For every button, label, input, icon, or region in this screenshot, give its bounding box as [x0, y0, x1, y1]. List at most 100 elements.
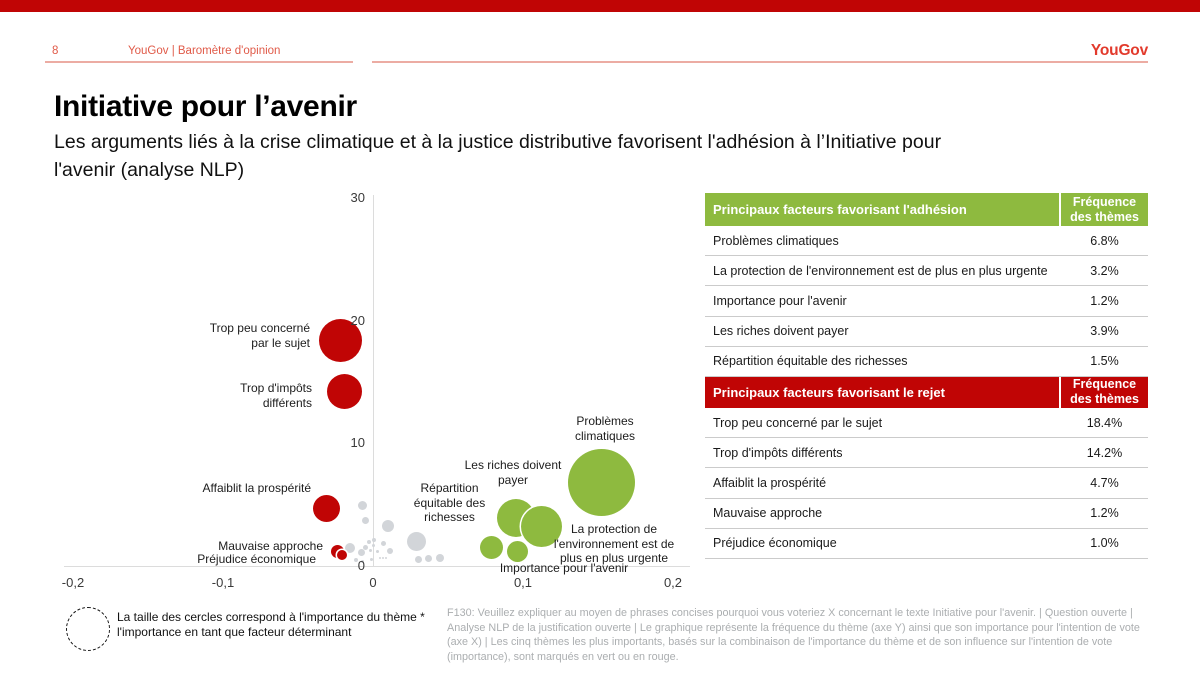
bubble-importance-avenir [506, 540, 528, 562]
bubble-label-mauvaise-approche: Mauvaise approche [218, 539, 323, 553]
rejet-frequency-header: Fréquence des thèmes [1061, 376, 1148, 408]
bubble-riches-doivent-payer [496, 499, 535, 538]
bubble-mauvaise-approche [330, 544, 344, 558]
frequency-cell: 1.2% [1090, 293, 1119, 308]
table-row: Préjudice économique 1.0% [705, 529, 1148, 559]
y-axis-line [373, 195, 374, 566]
background-bubble [363, 544, 369, 550]
bubble-label-importance-avenir: Importance pour l'avenir [499, 561, 629, 575]
bubble-problemes-climatiques [567, 449, 635, 517]
background-bubble [382, 520, 394, 533]
bubble-label-problemes-climatiques: Problèmes climatiques [574, 414, 636, 443]
y-tick-label: 10 [350, 435, 365, 451]
bubble-prejudice-economique [336, 549, 347, 560]
background-bubble [362, 516, 370, 524]
background-bubble [384, 556, 388, 560]
rejet-header-label: Principaux facteurs favorisant le rejet [705, 376, 1059, 408]
legend-circle-icon [66, 607, 110, 651]
bubble-affaiblit-prosperite [313, 494, 340, 522]
bubble-label-repartition-richesses: Répartition équitable des richesses [413, 481, 486, 524]
table-row: Affaiblit la prospérité 4.7% [705, 468, 1148, 499]
rejet-table-header: Principaux facteurs favorisant le rejet … [705, 376, 1148, 408]
table-row: Mauvaise approche 1.2% [705, 499, 1148, 529]
bubble-trop-impots-differents [327, 374, 362, 410]
frequency-cell: 1.5% [1090, 354, 1119, 369]
table-row: La protection de l'environnement est de … [705, 256, 1148, 287]
x-tick-label: 0,1 [513, 575, 533, 590]
adhesion-frequency-header: Fréquence des thèmes [1061, 193, 1148, 226]
bubble-protection-environnement [520, 506, 562, 548]
theme-cell: Affaiblit la prospérité [713, 475, 827, 490]
page-number: 8 [52, 45, 59, 57]
background-bubble [358, 500, 368, 510]
frequency-cell: 18.4% [1086, 415, 1123, 430]
background-bubble [361, 560, 365, 564]
theme-cell: Trop peu concerné par le sujet [713, 415, 883, 430]
background-bubble [366, 540, 371, 545]
frequency-cell: 3.9% [1090, 324, 1119, 339]
background-bubble [381, 540, 387, 546]
theme-cell: Répartition équitable des richesses [713, 354, 908, 369]
theme-cell: Trop d'impôts différents [713, 445, 843, 460]
table-row: Répartition équitable des richesses 1.5% [705, 347, 1148, 377]
top-accent-bar [0, 0, 1200, 12]
bubble-label-prejudice-economique: Préjudice économique [197, 552, 316, 566]
header-rule-right [372, 61, 1148, 63]
table-row: Importance pour l'avenir 1.2% [705, 286, 1148, 317]
table-row: Les riches doivent payer 3.9% [705, 317, 1148, 347]
frequency-cell: 14.2% [1086, 445, 1123, 460]
frequency-cell: 1.2% [1090, 506, 1119, 521]
adhesion-table-rows: Problèmes climatiques 6.8% La protection d… [705, 226, 1148, 377]
theme-cell: Problèmes climatiques [713, 233, 839, 248]
bubble-label-protection-environnement: La protection de l'environnement est de … [553, 522, 675, 565]
header-column-separator [1059, 193, 1061, 226]
background-bubble [386, 548, 393, 555]
background-bubble [372, 538, 377, 543]
yougov-logo: YouGov [1090, 42, 1148, 59]
background-bubble [375, 549, 379, 553]
adhesion-header-label: Principaux facteurs favorisant l'adhésio… [705, 193, 1059, 226]
theme-cell: Importance pour l'avenir [713, 293, 847, 308]
factors-tables: Principaux facteurs favorisant l'adhésio… [705, 193, 1148, 559]
bubble-label-trop-impots-differents: Trop d'impôts différents [240, 381, 312, 410]
page-title: Initiative pour l’avenir [54, 90, 357, 123]
background-bubble [407, 531, 427, 551]
table-row: Trop peu concerné par le sujet 18.4% [705, 408, 1148, 439]
theme-cell: Préjudice économique [713, 536, 837, 551]
frequency-cell: 4.7% [1090, 475, 1119, 490]
x-axis-line [64, 566, 690, 567]
legend-text: La taille des cercles correspond à l'imp… [117, 610, 425, 639]
x-tick-label: 0 [369, 575, 377, 590]
x-tick-label: 0,2 [663, 575, 683, 590]
frequency-cell: 1.0% [1090, 536, 1119, 551]
header-column-separator [1059, 376, 1061, 408]
background-bubble [368, 548, 372, 552]
background-bubble [425, 554, 433, 562]
x-tick-label: -0,1 [211, 575, 235, 590]
header-rule-left [45, 61, 353, 63]
adhesion-table-header: Principaux facteurs favorisant l'adhésio… [705, 193, 1148, 226]
theme-cell: La protection de l'environnement est de … [713, 263, 1048, 278]
bubble-label-affaiblit-prosperite: Affaiblit la prospérité [202, 481, 311, 495]
bubble-label-riches-doivent-payer: Les riches doivent payer [464, 458, 562, 487]
bubble-label-trop-peu-concerne: Trop peu concerné par le sujet [209, 321, 310, 350]
background-bubble [357, 549, 365, 557]
bubble-repartition-richesses [480, 536, 503, 560]
background-bubble [370, 558, 374, 562]
background-bubble [354, 557, 359, 562]
background-bubble [345, 543, 356, 554]
y-tick-label: 20 [350, 312, 365, 328]
y-tick-label: 0 [357, 558, 365, 573]
bubble-trop-peu-concerne [318, 318, 362, 362]
theme-cell: Les riches doivent payer [713, 324, 849, 339]
frequency-cell: 6.8% [1090, 233, 1119, 248]
table-row: Trop d'impôts différents 14.2% [705, 438, 1148, 469]
background-bubble [381, 556, 385, 560]
x-tick-label: -0,2 [61, 575, 85, 590]
theme-cell: Mauvaise approche [713, 506, 823, 521]
footnote: F130: Veuillez expliquer au moyen de phr… [447, 607, 1140, 664]
background-bubble [414, 555, 422, 563]
table-row: Problèmes climatiques 6.8% [705, 226, 1148, 257]
background-bubble [371, 543, 375, 547]
background-bubble [436, 554, 445, 563]
